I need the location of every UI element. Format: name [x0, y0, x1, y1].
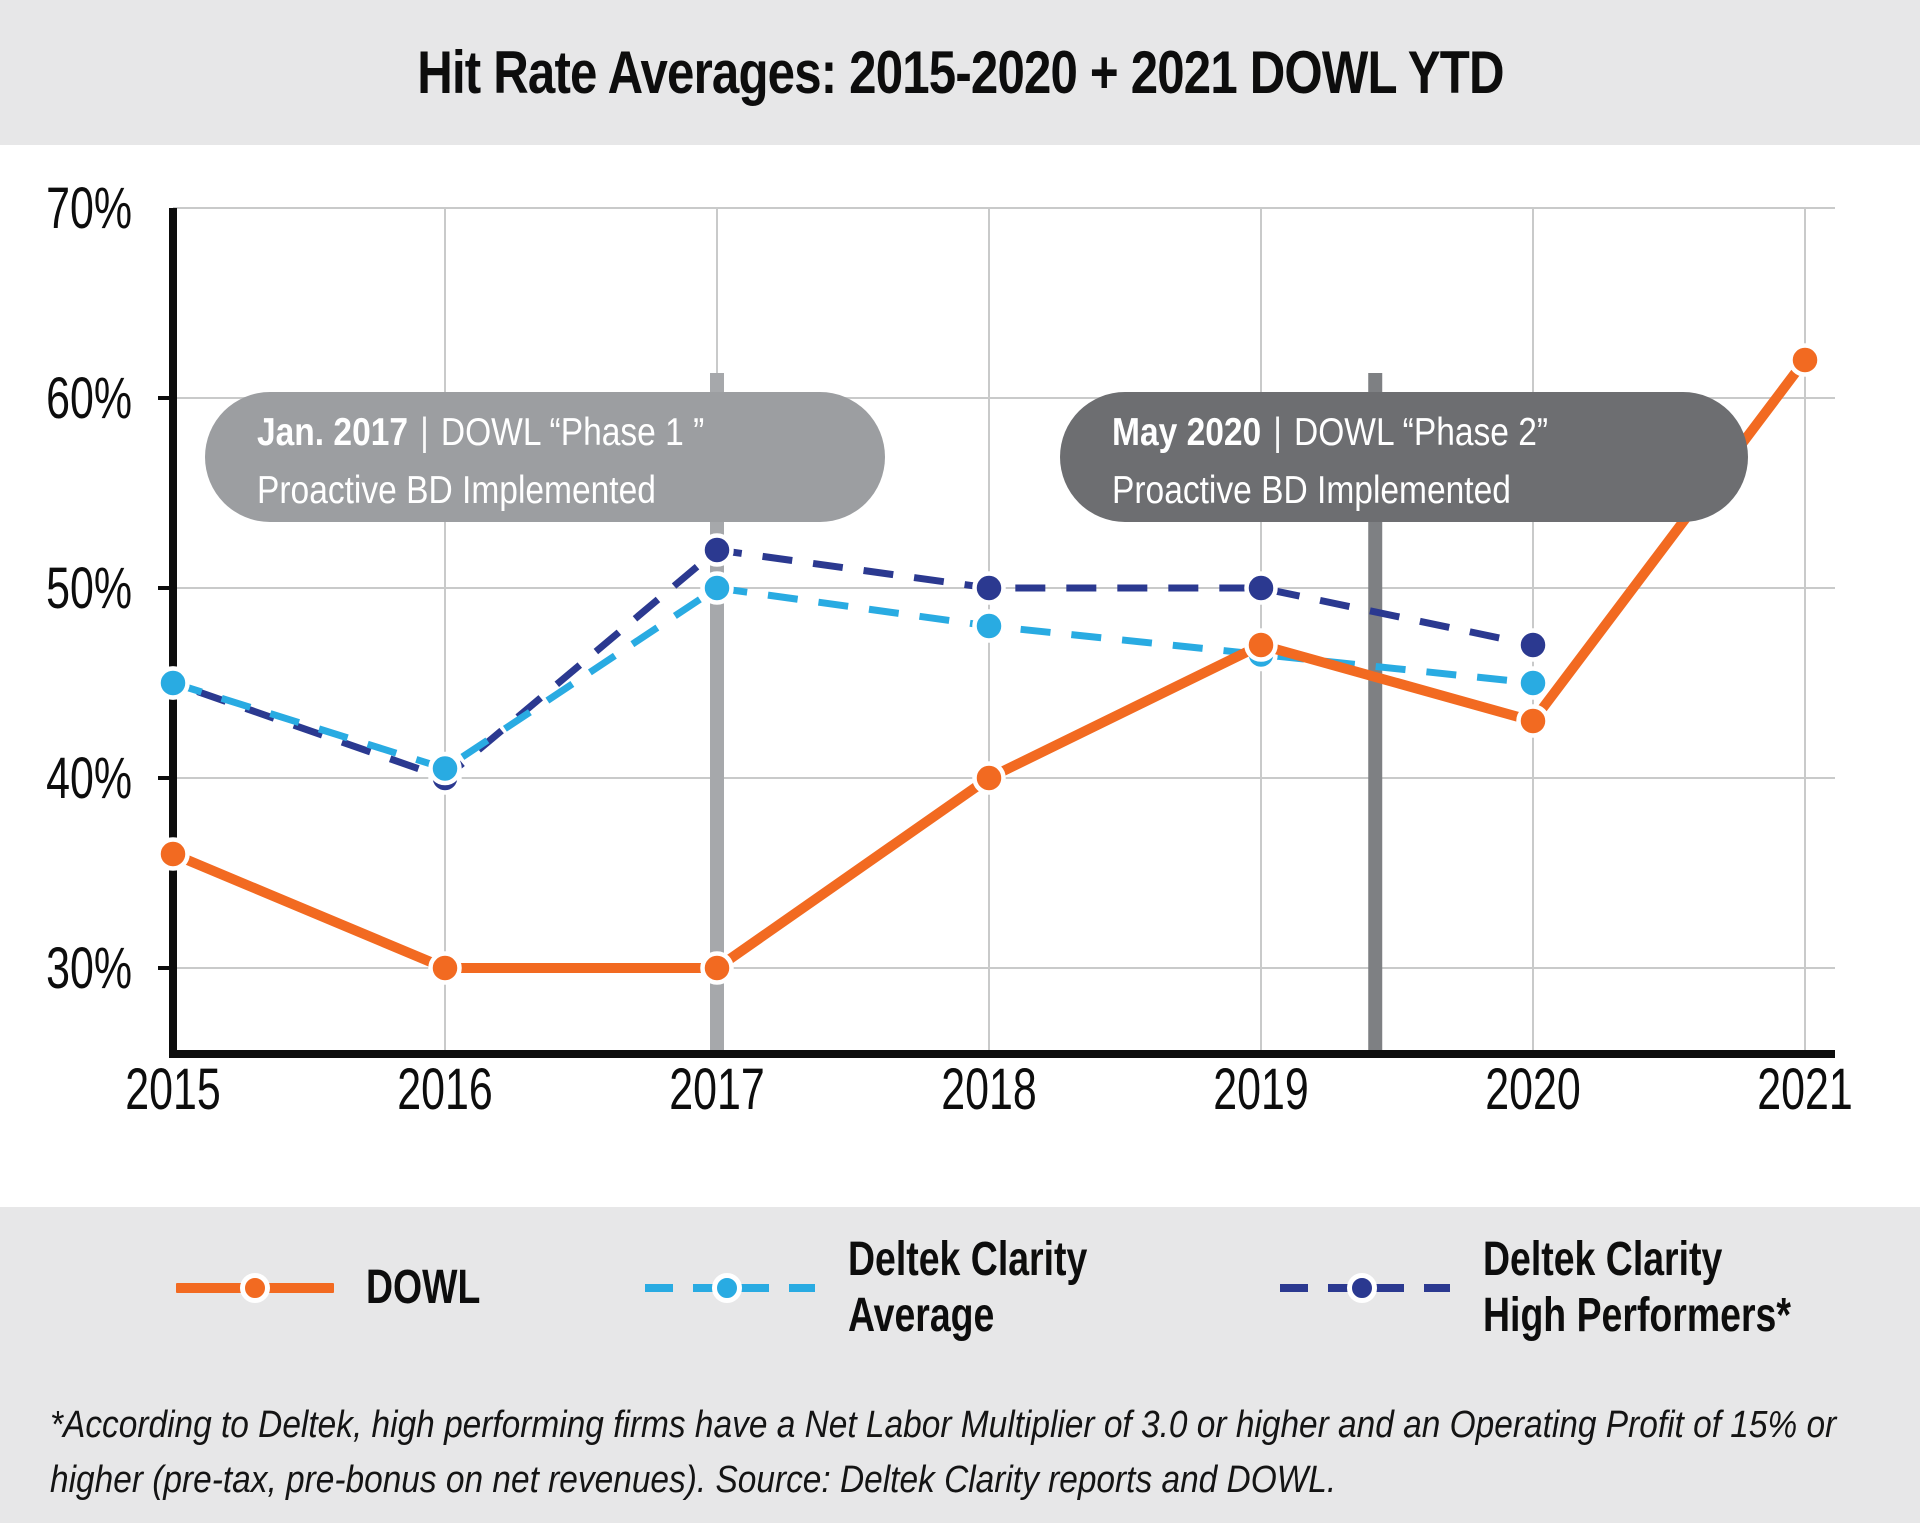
annotation-bubble-phase1: Jan. 2017 | DOWL “Phase 1 ” Proactive BD I… [205, 392, 885, 522]
x-tick-label-group: 2019 [1213, 1057, 1308, 1122]
chart-plot-area: 70% 60% 50% 40% 30% 2015 2016 2017 2018 2019 2020 2… [0, 145, 1920, 1207]
x-tick-label: 2021 [1757, 1057, 1852, 1122]
legend-label-clarity-average: Deltek Clarity Average [848, 1232, 1087, 1344]
dowl-dot-marker [240, 1273, 270, 1303]
x-tick-label: 2015 [125, 1057, 220, 1122]
annotation-label: DOWL “Phase 1 ” [440, 411, 705, 454]
y-tick-label-group: 40% [46, 746, 132, 811]
data-point-dowl [700, 951, 734, 985]
footnote-line2: higher (pre-tax, pre-bonus on net revenu… [50, 1459, 1337, 1501]
y-tick-label: 70% [46, 176, 132, 241]
legend-label-line1: Deltek Clarity [1483, 1233, 1723, 1286]
data-point-deltek-clarity-average [700, 571, 734, 605]
hit-rate-line-chart: 70% 60% 50% 40% 30% 2015 2016 2017 2018 2019 2020 2… [46, 176, 1853, 1122]
data-point-deltek-clarity-high-performers [1244, 571, 1278, 605]
annotation-label: DOWL “Phase 2” [1293, 411, 1549, 454]
annotation-line2: Proactive BD Implemented [257, 469, 656, 512]
series-line-deltek-clarity-average [171, 584, 1534, 772]
legend-label-line2: Average [848, 1289, 995, 1342]
y-tick-label: 30% [46, 936, 132, 1001]
title-band: Hit Rate Averages: 2015-2020 + 2021 DOWL… [0, 0, 1920, 145]
y-tick-label-group: 70% [46, 176, 132, 241]
annotation-line2: Proactive BD Implemented [1112, 469, 1511, 512]
event-bar-2 [1368, 373, 1383, 1050]
high-performers-dot-marker [1347, 1273, 1377, 1303]
x-tick-label-group: 2016 [397, 1057, 492, 1122]
annotation-date: Jan. 2017 [257, 411, 409, 454]
series-line-deltek-clarity-high-performers [171, 546, 1534, 782]
data-point-deltek-clarity-high-performers [700, 533, 734, 567]
x-tick-label: 2019 [1213, 1057, 1308, 1122]
data-point-dowl [1516, 704, 1550, 738]
x-tick-label-group: 2020 [1485, 1057, 1580, 1122]
footnote-line1: *According to Deltek, high performing fi… [50, 1404, 1837, 1446]
data-point-deltek-clarity-average [1516, 666, 1550, 700]
annotation-divider: | [1273, 411, 1282, 454]
legend-label-line1: Deltek Clarity [848, 1233, 1088, 1286]
annotation-date: May 2020 [1112, 411, 1262, 454]
data-point-deltek-clarity-average [428, 751, 462, 786]
legend-footnote-band: DOWL Deltek Clarity Average Deltek Clari… [0, 1207, 1920, 1523]
y-axis-spine [169, 208, 177, 1058]
x-tick-label-group: 2015 [125, 1057, 220, 1122]
legend-label-high-performers: Deltek Clarity High Performers* [1483, 1232, 1791, 1344]
x-tick-label-group: 2021 [1757, 1057, 1852, 1122]
x-tick-label-group: 2017 [669, 1057, 764, 1122]
clarity-average-dot-marker [712, 1273, 742, 1303]
y-tick-label: 40% [46, 746, 132, 811]
data-point-deltek-clarity-high-performers [972, 571, 1006, 605]
x-tick-label: 2020 [1485, 1057, 1580, 1122]
page-title: Hit Rate Averages: 2015-2020 + 2021 DOWL… [416, 39, 1504, 106]
data-point-dowl [156, 837, 190, 871]
y-tick-label: 60% [46, 366, 132, 431]
data-point-deltek-clarity-average [156, 666, 190, 700]
annotation-bubble-phase2: May 2020 | DOWL “Phase 2” Proactive BD Imp… [1060, 392, 1748, 522]
footnote: *According to Deltek, high performing fi… [50, 1398, 1898, 1508]
y-tick-label-group: 50% [46, 556, 132, 621]
annotation-line1: Jan. 2017 | DOWL “Phase 1 ” [257, 408, 797, 466]
x-tick-label: 2016 [397, 1057, 492, 1122]
x-tick-label-group: 2018 [941, 1057, 1036, 1122]
annotation-line1: May 2020 | DOWL “Phase 2” [1112, 408, 1659, 466]
x-tick-label: 2018 [941, 1057, 1036, 1122]
y-tick-label: 50% [46, 556, 132, 621]
data-point-dowl [1244, 628, 1278, 662]
legend-label-line2: High Performers* [1483, 1289, 1791, 1342]
data-point-dowl [1788, 343, 1822, 377]
data-point-deltek-clarity-high-performers [1516, 628, 1550, 662]
legend-label-dowl: DOWL [366, 1261, 481, 1314]
data-point-dowl [428, 951, 462, 985]
x-tick-label: 2017 [669, 1057, 764, 1122]
data-point-dowl [972, 761, 1006, 795]
x-axis-spine [169, 1050, 1835, 1058]
y-tick-label-group: 60% [46, 366, 132, 431]
y-tick-label-group: 30% [46, 936, 132, 1001]
annotation-divider: | [420, 411, 429, 454]
data-point-deltek-clarity-average [972, 609, 1006, 643]
